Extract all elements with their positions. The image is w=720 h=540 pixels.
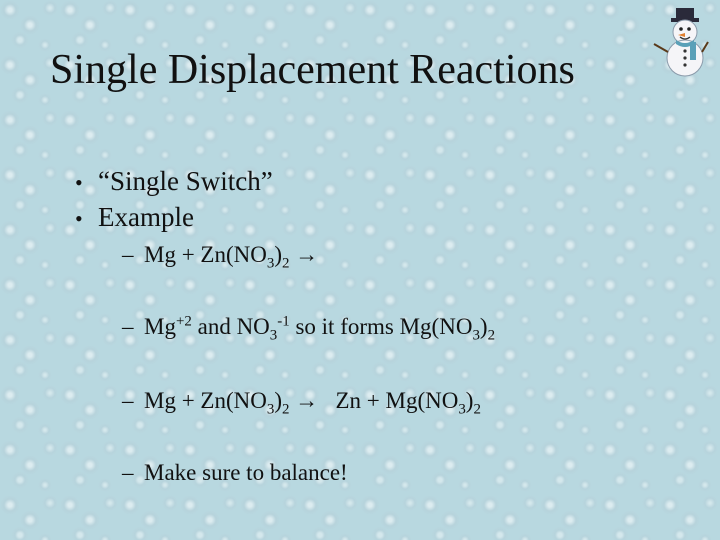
slide-title: Single Displacement Reactions xyxy=(50,46,575,94)
sub-bullet-marker: – xyxy=(122,314,134,340)
sub-bullet-equation-2: Mg + Zn(NO3)2 → Zn + Mg(NO3)2 xyxy=(144,388,481,414)
bullet-single-switch: “Single Switch” xyxy=(98,166,273,197)
sub-bullet-balance: Make sure to balance! xyxy=(144,460,348,486)
sub-bullet-ions: Mg+2 and NO3-1 so it forms Mg(NO3)2 xyxy=(144,314,495,340)
bullet-marker: • xyxy=(75,170,83,196)
sub-bullet-marker: – xyxy=(122,460,134,486)
bullet-marker: • xyxy=(75,206,83,232)
slide-content: Single Displacement Reactions • “Single … xyxy=(0,0,720,540)
sub-bullet-marker: – xyxy=(122,242,134,268)
sub-bullet-marker: – xyxy=(122,388,134,414)
snowman-icon xyxy=(648,6,710,84)
sub-bullet-equation-1: Mg + Zn(NO3)2 → xyxy=(144,242,318,268)
bullet-example: Example xyxy=(98,202,194,233)
